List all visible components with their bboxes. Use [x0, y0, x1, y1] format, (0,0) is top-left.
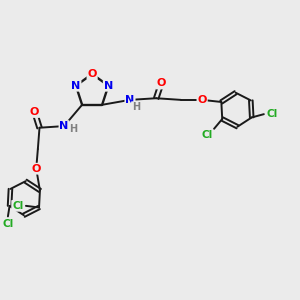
Text: O: O [30, 107, 39, 117]
Text: H: H [69, 124, 77, 134]
Text: N: N [125, 95, 135, 105]
Text: N: N [71, 81, 80, 91]
Text: O: O [157, 79, 166, 88]
Text: O: O [197, 95, 207, 105]
Text: H: H [132, 102, 140, 112]
Text: N: N [59, 121, 69, 131]
Text: Cl: Cl [12, 201, 23, 211]
Text: Cl: Cl [266, 109, 278, 119]
Text: O: O [32, 164, 41, 174]
Text: O: O [87, 69, 97, 79]
Text: Cl: Cl [2, 219, 14, 229]
Text: Cl: Cl [202, 130, 213, 140]
Text: N: N [104, 81, 113, 91]
